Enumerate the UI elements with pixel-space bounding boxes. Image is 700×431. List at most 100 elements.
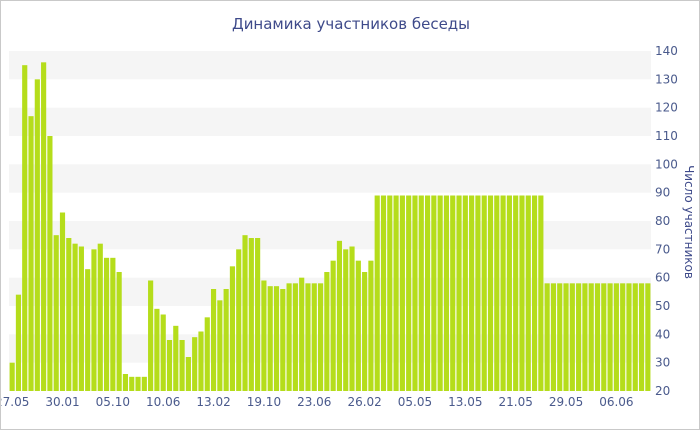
bar xyxy=(91,249,97,391)
bar xyxy=(645,283,651,391)
bar xyxy=(513,195,519,391)
x-tick-label: 29.05 xyxy=(549,395,583,409)
bar xyxy=(588,283,594,391)
bar xyxy=(280,289,286,391)
bar xyxy=(72,243,78,391)
bar xyxy=(110,257,116,391)
bar xyxy=(122,374,129,391)
chart-title: Динамика участников беседы xyxy=(232,15,470,33)
bar xyxy=(15,294,22,391)
bar xyxy=(450,195,456,391)
bar xyxy=(387,195,393,391)
y-tick-label: 120 xyxy=(655,101,678,115)
bar xyxy=(343,249,349,391)
x-tick-label: 05.10 xyxy=(96,395,130,409)
bar xyxy=(406,195,412,391)
x-tick-label: 13.02 xyxy=(196,395,230,409)
bar xyxy=(179,340,185,391)
bar xyxy=(28,116,34,392)
bar xyxy=(47,136,53,391)
grid-band xyxy=(9,107,651,136)
bar xyxy=(242,235,248,391)
y-tick-label: 50 xyxy=(655,299,670,313)
bar xyxy=(557,283,563,391)
bar xyxy=(141,376,147,391)
bar xyxy=(292,283,298,391)
bar xyxy=(569,283,575,391)
y-tick-label: 110 xyxy=(655,129,678,143)
x-tick-label: 23.06 xyxy=(297,395,331,409)
bar xyxy=(330,260,336,391)
bar xyxy=(305,283,311,391)
y-tick-label: 60 xyxy=(655,271,670,285)
bar xyxy=(531,195,538,391)
bar xyxy=(443,195,450,391)
bar xyxy=(173,325,179,391)
bar xyxy=(594,283,601,391)
bar xyxy=(154,308,160,391)
bar xyxy=(424,195,431,391)
bar xyxy=(487,195,494,391)
bar xyxy=(204,317,210,391)
bar xyxy=(261,280,267,391)
bar xyxy=(380,195,387,391)
bar xyxy=(500,195,506,391)
bar xyxy=(192,337,198,391)
y-tick-label: 90 xyxy=(655,186,670,200)
y-tick-label: 40 xyxy=(655,327,670,341)
bar xyxy=(374,195,380,391)
bar xyxy=(620,283,626,391)
bar xyxy=(217,300,223,391)
bar xyxy=(582,283,588,391)
y-axis-label: Число участников xyxy=(682,165,696,279)
bar xyxy=(229,266,236,391)
bar xyxy=(324,272,330,391)
bar xyxy=(236,249,242,391)
bar xyxy=(135,376,141,391)
bar xyxy=(437,195,443,391)
x-tick-label: 21.05 xyxy=(499,395,533,409)
bar xyxy=(97,243,103,391)
bar xyxy=(481,195,487,391)
bar xyxy=(638,283,645,391)
grid-band xyxy=(9,334,651,363)
y-tick-label: 140 xyxy=(655,44,678,58)
y-tick-label: 80 xyxy=(655,214,670,228)
bar xyxy=(336,240,343,391)
bar xyxy=(362,272,368,391)
bar xyxy=(626,283,632,391)
bar xyxy=(412,195,418,391)
bar xyxy=(393,195,399,391)
bar xyxy=(550,283,557,391)
bar xyxy=(613,283,619,391)
bar xyxy=(349,246,355,391)
bar xyxy=(431,195,437,391)
x-tick-label: 05.05 xyxy=(398,395,432,409)
bar xyxy=(563,283,569,391)
bar xyxy=(368,260,374,391)
x-tick-label: 13.05 xyxy=(448,395,482,409)
x-tick-label: 30.01 xyxy=(45,395,79,409)
bar xyxy=(198,331,204,391)
bar xyxy=(538,195,544,391)
bar xyxy=(475,195,481,391)
grid-bands xyxy=(9,51,651,363)
bar xyxy=(519,195,525,391)
bar xyxy=(166,340,173,391)
bar xyxy=(462,195,468,391)
bar xyxy=(148,280,154,391)
bar xyxy=(456,195,462,391)
bar xyxy=(22,65,28,392)
y-axis-ticks: 20 30 40 50 60 70 80 90 100 110 120 130 140 xyxy=(655,44,678,398)
bar xyxy=(299,277,305,391)
bar xyxy=(129,376,135,391)
bar xyxy=(223,289,229,391)
x-tick-label: 19.10 xyxy=(247,395,281,409)
bar-series xyxy=(9,62,651,392)
bar xyxy=(210,289,217,391)
bar xyxy=(255,238,261,391)
bar xyxy=(494,195,500,391)
bar xyxy=(355,260,361,391)
bar xyxy=(632,283,638,391)
